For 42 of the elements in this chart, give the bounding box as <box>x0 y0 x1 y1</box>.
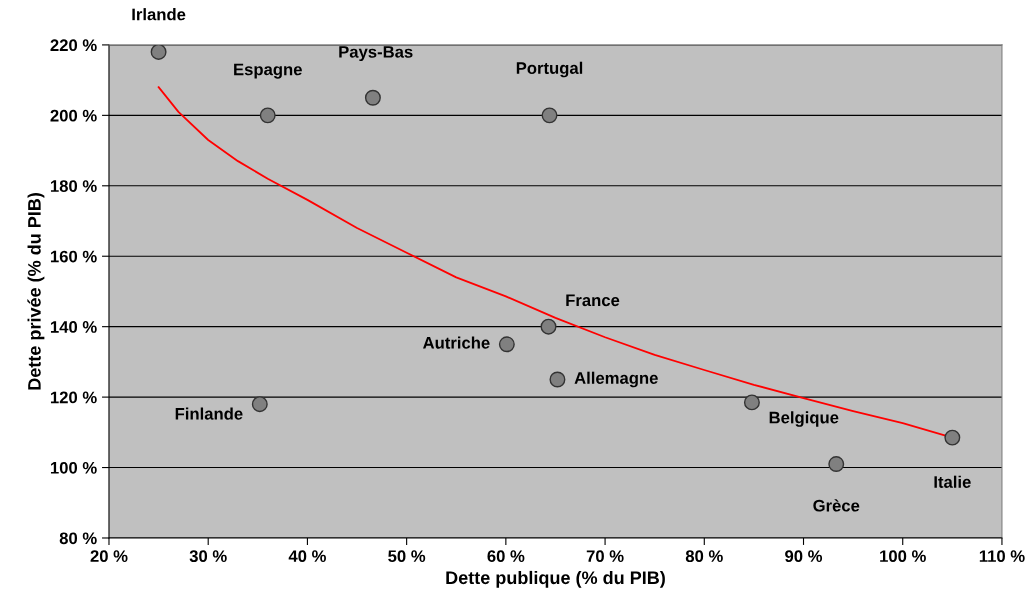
x-tick-label: 40 % <box>288 550 326 563</box>
point <box>251 396 268 413</box>
annotation: Pays-Bas <box>339 46 413 62</box>
x-tick-label: 50 % <box>388 550 426 563</box>
point <box>540 318 557 335</box>
x-tick-label: 80 % <box>685 550 723 563</box>
annotation: Espagne <box>234 63 302 79</box>
y-tick-label: 200 % <box>50 109 97 122</box>
y-tick-label: 140 % <box>50 321 97 333</box>
annotation: Allemagne <box>574 371 658 388</box>
annotation: France <box>566 294 620 307</box>
y-tick-label: 100 % <box>50 461 97 474</box>
annotation: Italie <box>934 475 971 488</box>
point <box>549 371 566 388</box>
x-tick-label: 60 % <box>487 550 525 563</box>
point <box>944 429 961 446</box>
annotation: Belgique <box>769 411 839 427</box>
point <box>541 107 558 124</box>
annotation: Grèce <box>813 499 860 512</box>
x-tick-label: 110 % <box>979 550 1025 563</box>
point <box>150 44 167 60</box>
y-tick-label: 160 % <box>50 250 97 263</box>
y-tick-label: 180 % <box>50 180 97 192</box>
x-tick-label: 90 % <box>785 550 823 563</box>
point <box>828 456 845 473</box>
y-tick-label: 120 % <box>50 391 97 404</box>
point <box>259 107 276 124</box>
x-axis-title: Dette publique (% du PIB) <box>446 570 665 588</box>
annotation: Finlande <box>175 407 243 420</box>
point <box>743 394 760 411</box>
y-axis-title: Dette privée (% du PIB) <box>27 193 45 390</box>
y-tick-label: 220 % <box>50 39 97 52</box>
point <box>498 336 515 353</box>
point <box>364 89 381 106</box>
x-tick-label: 100 % <box>880 550 926 563</box>
annotation: Irlande <box>132 8 186 21</box>
x-tick-label: 30 % <box>189 550 227 563</box>
x-tick-label: 20 % <box>90 550 128 563</box>
annotation: Autriche <box>423 336 490 349</box>
x-tick-label: 70 % <box>586 550 624 563</box>
annotation: Portugal <box>516 61 583 78</box>
y-tick-label: 80 % <box>59 532 97 545</box>
